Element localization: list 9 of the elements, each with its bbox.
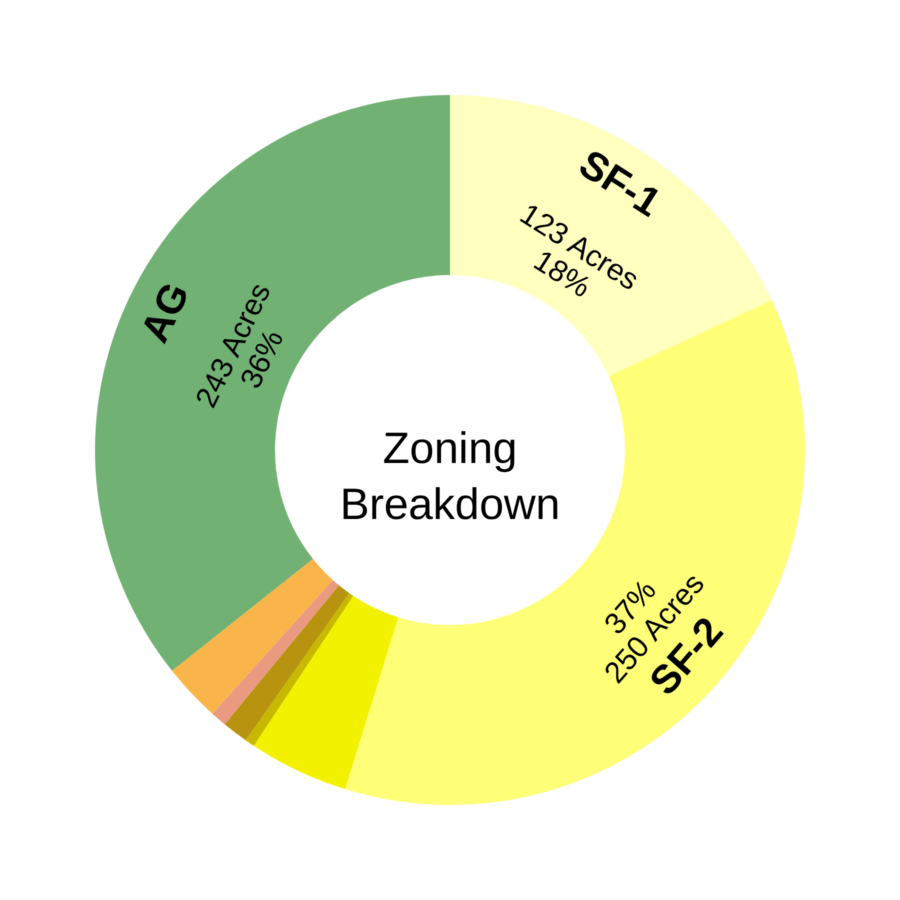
donut-slice bbox=[450, 95, 772, 376]
donut-slice bbox=[212, 580, 339, 724]
slice-label: SF-1 bbox=[571, 142, 668, 226]
donut-slice bbox=[345, 300, 805, 805]
donut-slice bbox=[224, 585, 350, 740]
donut-slice bbox=[246, 593, 354, 746]
donut-slice bbox=[254, 596, 398, 790]
text: Zoning Breakdown bbox=[340, 424, 560, 529]
donut-slice bbox=[172, 558, 333, 714]
